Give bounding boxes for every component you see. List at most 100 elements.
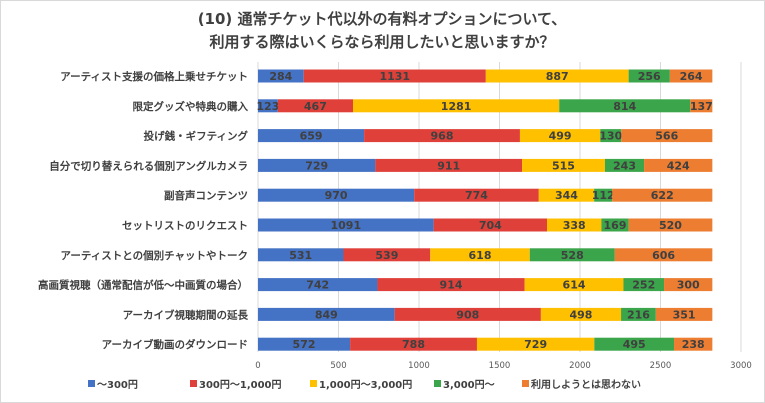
chart-title-line-2: 利用する際はいくらなら利用したいと思いますか？: [209, 33, 554, 51]
data-label: 499: [549, 130, 572, 143]
data-label: 1131: [379, 70, 410, 83]
bar-segment: [614, 248, 713, 262]
bar-segment: [621, 307, 656, 321]
chart-title-line-1: (10) 通常チケット代以外の有料オプションについて、: [198, 10, 567, 28]
category-label: 高画質視聴（通常配信が低～中画質の場合）: [38, 279, 248, 292]
bar-segment: [430, 248, 530, 262]
bar-segment: [674, 337, 713, 351]
legend-entry: 300円～1,000円: [199, 379, 282, 391]
bar-segment: [258, 129, 365, 143]
data-label: 788: [402, 338, 425, 351]
legend-entry: 1,000円～3,000円: [319, 379, 412, 391]
bar-segment: [303, 69, 486, 83]
data-label: 169: [604, 219, 627, 232]
bar-segment: [594, 188, 613, 202]
data-label: 300: [677, 279, 700, 292]
bar-segment: [538, 188, 595, 202]
data-label: 338: [563, 219, 586, 232]
bar-segment: [690, 99, 713, 113]
x-tick-label: 2000: [569, 361, 591, 371]
data-label: 814: [613, 100, 636, 113]
data-label: 849: [315, 308, 338, 321]
bar-segment: [644, 158, 713, 172]
legend-swatch: [190, 380, 197, 387]
data-label: 774: [465, 189, 488, 202]
data-label: 137: [690, 100, 713, 113]
bar-segment: [258, 188, 415, 202]
bar-segment: [628, 218, 713, 232]
bar-segment: [623, 278, 665, 292]
bar-segment: [522, 158, 605, 172]
bar-segment: [604, 158, 645, 172]
data-label: 495: [623, 338, 646, 351]
data-label: 606: [652, 249, 675, 262]
category-label: 限定グッズや特典の購入: [133, 100, 249, 113]
data-label: 531: [289, 249, 312, 262]
bar-segment: [350, 337, 477, 351]
category-labels: アーティスト支援の価格上乗せチケット限定グッズや特典の購入投げ銭・ギフティング自…: [38, 70, 248, 351]
bar-segment: [377, 278, 525, 292]
bar-segment: [612, 188, 713, 202]
data-label: 704: [479, 219, 502, 232]
bar-segment: [258, 337, 351, 351]
legend-swatch: [88, 380, 95, 387]
bar-segment: [277, 99, 353, 113]
legend: ～300円 300円～1,000円 1,000円～3,000円 3,000円～ 利用しよ…: [88, 378, 641, 391]
bar-segment: [364, 129, 520, 143]
data-label: 351: [673, 308, 696, 321]
data-label: 528: [561, 249, 584, 262]
bar-segment: [394, 307, 541, 321]
data-label: 618: [469, 249, 492, 262]
data-label: 970: [325, 189, 348, 202]
category-label: アーティストとの個別チャットやトーク: [60, 249, 248, 262]
bar-segment: [559, 99, 691, 113]
data-label: 424: [667, 159, 690, 172]
bar-segment: [258, 307, 395, 321]
bar-segment: [258, 218, 434, 232]
category-label: 自分で切り替えられる個別アングルカメラ: [49, 159, 248, 172]
bar-segment: [621, 129, 713, 143]
bar-segment: [258, 248, 344, 262]
data-label: 238: [682, 338, 705, 351]
data-label: 572: [293, 338, 316, 351]
data-label: 123: [256, 100, 279, 113]
data-label: 216: [627, 308, 650, 321]
bar-segment: [343, 248, 431, 262]
data-label: 264: [680, 70, 703, 83]
legend-entry: ～300円: [97, 379, 138, 391]
bar-segment: [519, 129, 601, 143]
data-label: 742: [306, 279, 329, 292]
legend-swatch: [522, 380, 529, 387]
bar-segment: [664, 278, 713, 292]
data-label: 130: [599, 130, 622, 143]
bar-segment: [540, 307, 622, 321]
data-label: 256: [638, 70, 661, 83]
legend-entry: 利用しようとは思わない: [531, 378, 641, 391]
data-label: 284: [269, 70, 292, 83]
legend-entry: 3,000円～: [443, 379, 495, 391]
data-label: 252: [632, 279, 655, 292]
category-label: 投げ銭・ギフティング: [144, 130, 249, 143]
data-label: 914: [440, 279, 463, 292]
data-label: 908: [456, 308, 479, 321]
data-label: 1281: [441, 100, 472, 113]
data-label: 566: [655, 130, 678, 143]
category-label: セットリストのリクエスト: [122, 220, 248, 232]
data-label: 515: [552, 159, 575, 172]
data-label: 1091: [331, 219, 362, 232]
data-label: 539: [375, 249, 398, 262]
bar-segment: [601, 218, 629, 232]
bar-segment: [433, 218, 547, 232]
bar-segment: [258, 69, 304, 83]
category-label: アーティスト支援の価格上乗せチケット: [60, 70, 248, 83]
bar-segment: [628, 69, 670, 83]
data-label: 467: [304, 100, 327, 113]
bar-segment: [352, 99, 560, 113]
data-label: 729: [524, 338, 547, 351]
bar-segment: [594, 337, 675, 351]
data-label: 243: [613, 159, 636, 172]
legend-swatch: [434, 380, 441, 387]
x-tick-label: 3000: [730, 361, 752, 371]
x-tick-label: 500: [330, 361, 346, 371]
